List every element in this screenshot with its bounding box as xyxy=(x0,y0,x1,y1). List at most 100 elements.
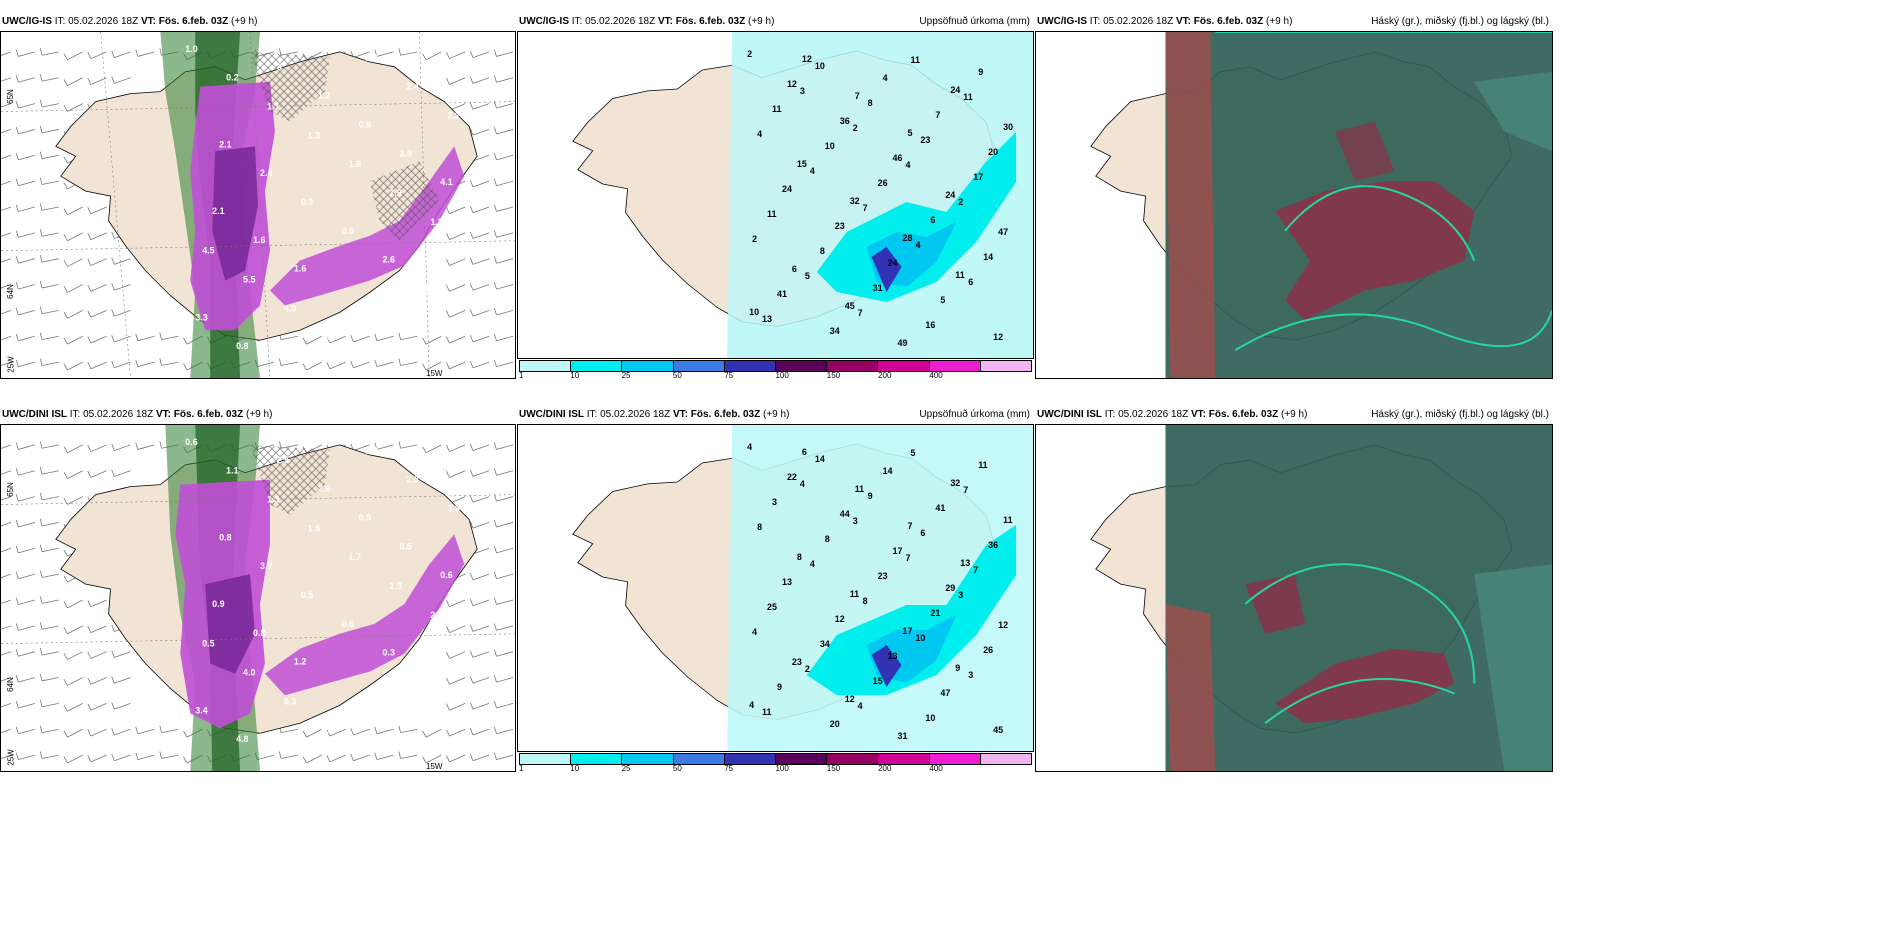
value-label: 2.2 xyxy=(366,446,378,456)
value-label: 0.5 xyxy=(342,226,354,236)
legend-cell xyxy=(878,360,930,372)
hatch-area xyxy=(369,161,440,241)
value-label: 31 xyxy=(873,283,883,293)
value-label: 13 xyxy=(762,314,772,324)
value-label: 4.5 xyxy=(202,246,214,256)
panel-bottom-middle-accum-precip: UWC/DINI ISL IT: 05.02.2026 18Z VT: Fös.… xyxy=(517,406,1034,773)
value-label: 17 xyxy=(903,626,913,636)
panel-header: UWC/DINI ISL IT: 05.02.2026 18Z VT: Fös.… xyxy=(2,409,273,420)
value-label: 3.3 xyxy=(195,312,207,322)
panel-header: UWC/DINI ISL IT: 05.02.2026 18Z VT: Fös.… xyxy=(1035,406,1553,424)
value-label: 22 xyxy=(787,472,797,482)
legend-label: 50 xyxy=(672,764,682,773)
value-label: 2.1 xyxy=(212,206,224,216)
value-label: 46 xyxy=(893,153,903,163)
value-label: 3.7 xyxy=(325,725,337,735)
value-label: 11 xyxy=(767,209,776,219)
value-label: 14 xyxy=(983,252,993,262)
map-area[interactable] xyxy=(1035,424,1553,772)
map-area[interactable]: 4 4 3 7 3 4 2 4 5 7 8 4 8 10 3 11 14 9 6 7 25 34 15 10 11 3 8 23 21 2… xyxy=(517,424,1034,752)
value-label: 7 xyxy=(963,485,968,495)
legend-cell xyxy=(980,360,1033,372)
value-label: 1.3 xyxy=(389,581,401,591)
value-label: 24 xyxy=(888,258,898,268)
value-label: 4 xyxy=(749,700,754,710)
value-label: 2 xyxy=(958,197,963,207)
value-label: 44 xyxy=(840,509,850,519)
map-area[interactable]: 2 3 2 4 2 2 5 7 11 11 4 4 7 4 6 13 10 8 23 17 11 8 31 16 9 11 10 26… xyxy=(517,31,1034,359)
value-label: 0.5 xyxy=(301,590,313,600)
value-label: 45 xyxy=(845,301,855,311)
legend-labels: 1 10 25 50 75 100 150 200 400 xyxy=(519,765,1032,773)
value-label: 6 xyxy=(792,264,797,274)
value-label: 11 xyxy=(855,484,864,494)
value-label: 16 xyxy=(925,320,935,330)
value-label: 34 xyxy=(830,326,840,336)
value-label: 4 xyxy=(757,129,762,139)
value-label: 4.8 xyxy=(236,734,248,744)
value-label: 3 xyxy=(277,62,282,72)
value-label: 3 xyxy=(772,497,777,507)
precip-values: 4437342457848103111496725341510113823212… xyxy=(747,442,1012,741)
value-label: 3 xyxy=(958,590,963,600)
value-label: 0.5 xyxy=(202,639,214,649)
map-area[interactable]: 1.0 0.2 1.1 1.3 1.8 1.9 1.3 4.5 5.5 4.0 2.6 2.2 2.4 2… xyxy=(0,31,516,379)
legend-label: 400 xyxy=(929,764,943,773)
color-legend: 1 10 25 50 75 100 150 200 400 xyxy=(517,751,1034,773)
value-label: 5.3 xyxy=(284,696,296,706)
value-label: 20 xyxy=(988,147,998,157)
value-label: 0.9 xyxy=(212,599,224,609)
value-label: 3 xyxy=(968,670,973,680)
cloud-contour xyxy=(1284,185,1476,262)
value-label: 0.8 xyxy=(236,341,248,351)
value-label: 23 xyxy=(920,135,930,145)
value-label: 5 xyxy=(907,128,912,138)
cloud-high-patch xyxy=(1275,181,1475,321)
panel-header: UWC/DINI ISL IT: 05.02.2026 18Z VT: Fös.… xyxy=(517,406,1034,424)
value-label: 10 xyxy=(749,307,759,317)
value-label: 2 xyxy=(853,123,858,133)
value-label: 8 xyxy=(868,98,873,108)
lat-label-64n: 64N xyxy=(5,677,15,692)
value-label: 2.6 xyxy=(325,332,337,342)
value-label: 0.2 xyxy=(226,73,238,83)
value-label: 4.0 xyxy=(284,303,296,313)
value-label: 5 xyxy=(910,448,915,458)
value-label: 8 xyxy=(757,522,762,532)
value-label: 0.5 xyxy=(399,541,411,551)
value-label: 12 xyxy=(835,614,845,624)
value-label: 7 xyxy=(863,203,868,213)
value-label: 3.8 xyxy=(447,504,459,514)
value-label: 3.0 xyxy=(423,284,435,294)
value-label: 1.8 xyxy=(349,159,361,169)
value-label: 0.6 xyxy=(359,119,371,129)
value-label: 26 xyxy=(878,178,888,188)
value-label: 0.8 xyxy=(253,628,265,638)
panel-top-left-precip-wind: UWC/IG-IS IT: 05.02.2026 18Z VT: Fös. 6.… xyxy=(0,13,516,379)
panel-header: UWC/IG-IS IT: 05.02.2026 18Z VT: Fös. 6.… xyxy=(517,13,1034,31)
value-label: 12 xyxy=(993,332,1003,342)
map-area[interactable]: 0.6 1.1 1.3 1.5 1.7 1.3 2.3 0.5 4.0 5.3 3.7 2.2 2.3 3… xyxy=(0,424,516,772)
value-label: 12 xyxy=(845,694,855,704)
value-label: 12 xyxy=(802,54,812,64)
cloud-high-band xyxy=(1165,32,1216,378)
value-label: 11 xyxy=(963,92,972,102)
value-label: 36 xyxy=(988,540,998,550)
value-label: 41 xyxy=(935,503,945,513)
value-label: 9 xyxy=(868,491,873,501)
value-label: 3.9 xyxy=(399,148,411,158)
legend-cell xyxy=(519,360,572,372)
lon-label-15w: 15W xyxy=(426,762,443,771)
legend-cell xyxy=(673,753,725,765)
color-legend: 1 10 25 50 75 100 150 200 400 xyxy=(517,358,1034,380)
precip-values: 0.6 1.1 1.3 1.5 1.7 1.3 2.3 0.5 4.0 5.3 3.7 2.2 2.3 3… xyxy=(185,437,459,744)
value-label: 2.1 xyxy=(219,139,231,149)
value-label: 9 xyxy=(955,663,960,673)
lon-label-25w: 25W xyxy=(6,356,16,373)
value-label: 45 xyxy=(993,725,1003,735)
value-label: 7 xyxy=(973,565,978,575)
legend-cell xyxy=(776,360,828,372)
legend-label: 10 xyxy=(570,371,580,380)
map-area[interactable] xyxy=(1035,31,1553,379)
value-label: 36 xyxy=(840,116,850,126)
